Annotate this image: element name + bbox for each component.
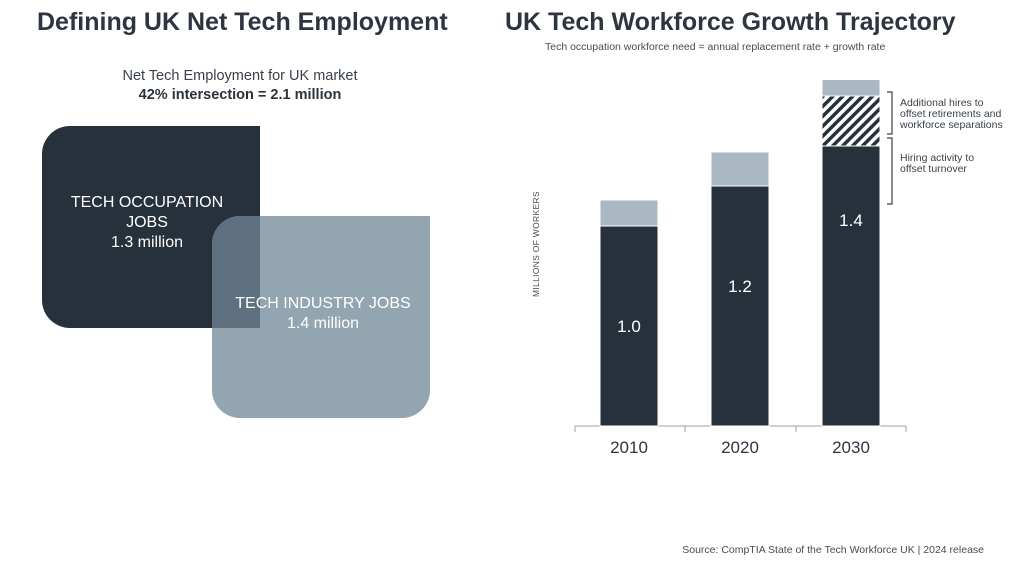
tech-occupation-value: 1.3 million: [110, 234, 184, 251]
bar-2020-segment-0: [710, 185, 770, 427]
tech-industry-label: TECH INDUSTRY JOBS 1.4 million: [220, 294, 426, 334]
right-panel-title: UK Tech Workforce Growth Trajectory: [505, 8, 956, 36]
venn-caption-bold: 42% intersection = 2.1 million: [138, 87, 342, 103]
bar-2020-segment-2: [710, 151, 770, 187]
venn-caption: Net Tech Employment for UK market 42% in…: [40, 67, 440, 105]
source-note: Source: CompTIA State of the Tech Workfo…: [682, 544, 984, 556]
bar-2010-segment-2: [599, 199, 659, 227]
y-axis-label: MILLIONS OF WORKERS: [531, 191, 541, 297]
tech-industry-value: 1.4 million: [286, 315, 360, 332]
data-label-2030: 1.4: [839, 211, 863, 230]
data-label-2010: 1.0: [617, 317, 641, 336]
chart-subtitle: Tech occupation workforce need = annual …: [545, 41, 886, 53]
x-tick-label-2010: 2010: [610, 438, 648, 457]
left-panel-title: Defining UK Net Tech Employment: [37, 8, 448, 36]
bar-2010-segment-0: [599, 225, 659, 427]
annotation-0-line-1: offset retirements and: [900, 108, 1002, 120]
workforce-chart: 1.0 2010 1.2 2020 1.4 2030 MILLIONS OF WORKERS…: [531, 80, 1003, 457]
annotation-0-line-2: workforce separations: [899, 119, 1003, 131]
bar-2030-segment-0: [821, 145, 881, 427]
tech-occupation-label-line1: TECH OCCUPATION: [70, 194, 224, 211]
tech-industry-label-text: TECH INDUSTRY JOBS: [235, 295, 411, 312]
x-tick-label-2030: 2030: [832, 438, 870, 457]
tech-occupation-label: TECH OCCUPATION JOBS 1.3 million: [42, 193, 252, 253]
bar-2030-segment-1: [821, 95, 881, 147]
annotation-0-line-0: Additional hires to: [900, 97, 984, 109]
intersection-area: [212, 216, 260, 328]
data-label-2020: 1.2: [728, 277, 752, 296]
annotation-bracket-top: [887, 91, 893, 135]
chart-plot-area: 1.0 2010 1.2 2020 1.4 2030 MILLIONS OF WORKERS…: [531, 80, 1003, 457]
bar-2030-segment-2: [821, 80, 881, 97]
annotation-bracket-hatch: [887, 137, 893, 205]
venn-caption-text: Net Tech Employment for UK market: [122, 68, 358, 84]
tech-occupation-label-line2: JOBS: [126, 214, 168, 231]
x-tick-label-2020: 2020: [721, 438, 759, 457]
annotation-1-line-0: Hiring activity to: [900, 152, 974, 164]
annotation-1-line-1: offset turnover: [900, 163, 967, 175]
